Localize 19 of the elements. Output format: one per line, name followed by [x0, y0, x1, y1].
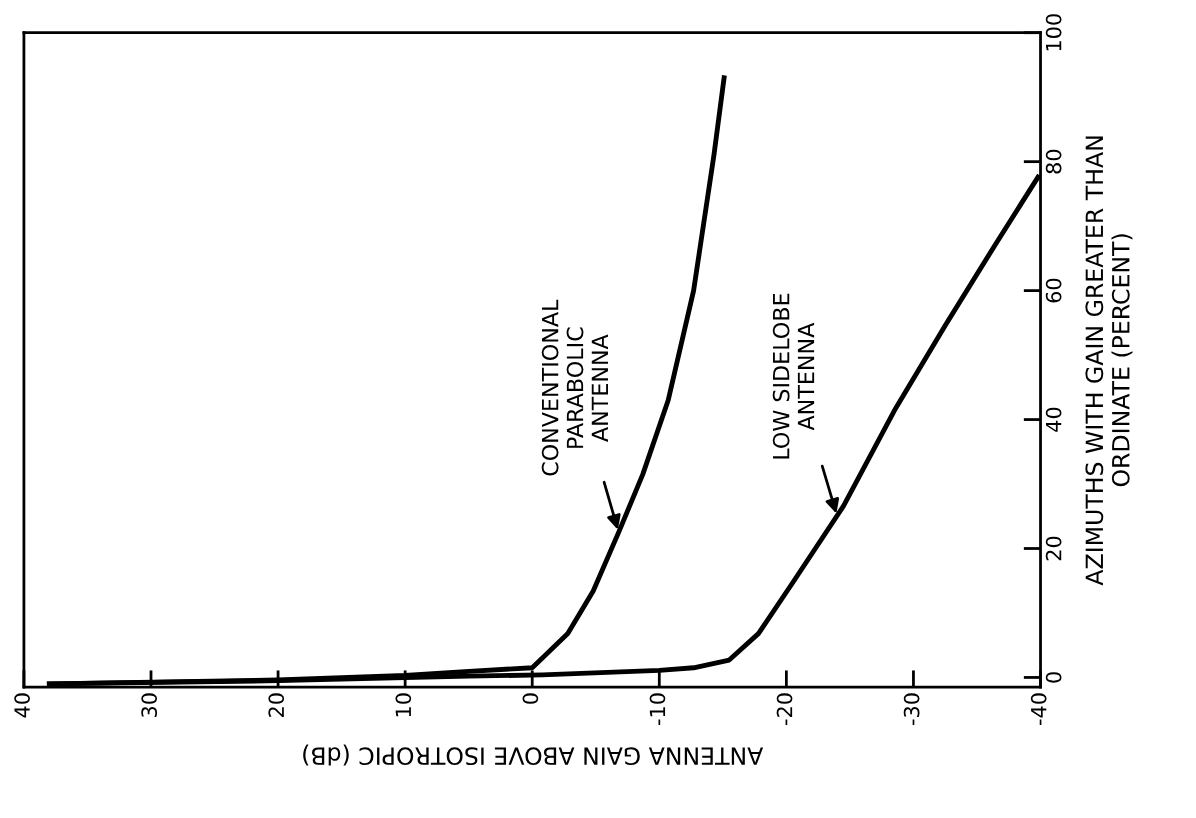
- y-tick-label: 0: [1045, 672, 1062, 683]
- x-tick-label: -30: [903, 693, 920, 725]
- x-tick-label: -40: [1030, 693, 1047, 725]
- x-tick-label: -20: [776, 693, 793, 725]
- x-tick-label: -10: [649, 693, 666, 725]
- y-tick-label: 100: [1045, 14, 1062, 51]
- y-tick-label: 60: [1045, 278, 1062, 303]
- x-tick-label: 30: [141, 693, 158, 717]
- annotation: LOW SIDELOBE ANTENNA: [772, 293, 815, 459]
- y-tick-label: 40: [1045, 407, 1062, 432]
- x-tick-label: 40: [14, 693, 30, 718]
- x-tick-label: 0: [522, 693, 539, 704]
- y-axis-title: AZIMUTHS WITH GAIN GREATER THAN ORDINATE (PERCENT): [1085, 136, 1133, 586]
- y-tick-label: 80: [1045, 149, 1062, 174]
- x-tick-label: 20: [268, 693, 285, 717]
- x-axis-title: ANTENNA GAIN ABOVE ISOTROPIC (dB): [303, 744, 764, 766]
- y-tick-label: 20: [1045, 536, 1062, 561]
- annotation: CONVENTIONAL PARABOLIC ANTENNA: [541, 299, 608, 476]
- x-tick-label: 10: [395, 693, 412, 717]
